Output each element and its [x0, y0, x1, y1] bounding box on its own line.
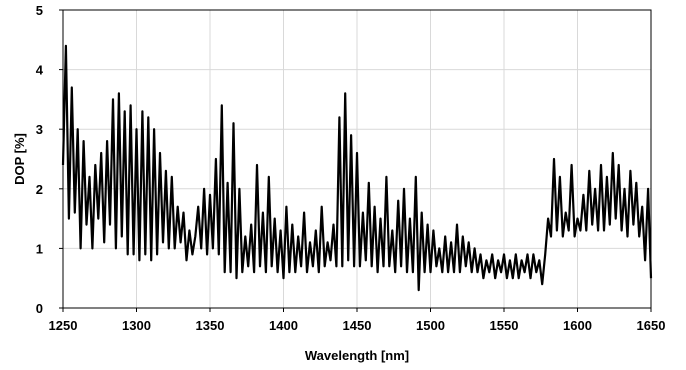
x-tick-label: 1300: [122, 318, 151, 333]
trace-layer: [61, 44, 653, 292]
y-axis-ticks: 0 1 2 3 4 5: [36, 3, 63, 316]
x-tick-label: 1650: [637, 318, 666, 333]
y-tick-label: 4: [36, 63, 44, 78]
x-tick-label: 1350: [196, 318, 225, 333]
y-tick-label: 5: [36, 3, 43, 18]
y-tick-label: 1: [36, 241, 43, 256]
x-tick-label: 1400: [269, 318, 298, 333]
y-tick-label: 0: [36, 301, 43, 316]
x-tick-label: 1500: [416, 318, 445, 333]
series-line: [61, 44, 653, 292]
y-tick-label: 3: [36, 122, 43, 137]
x-axis-ticks: 1250 1300 1350 1400 1450 1500 1550 1600 1650: [49, 308, 666, 333]
x-tick-label: 1250: [49, 318, 78, 333]
x-tick-label: 1600: [563, 318, 592, 333]
y-tick-label: 2: [36, 182, 43, 197]
x-axis-title: Wavelength [nm]: [305, 348, 409, 363]
x-tick-label: 1550: [490, 318, 519, 333]
y-axis-title: DOP [%]: [12, 133, 27, 185]
x-tick-label: 1450: [343, 318, 372, 333]
